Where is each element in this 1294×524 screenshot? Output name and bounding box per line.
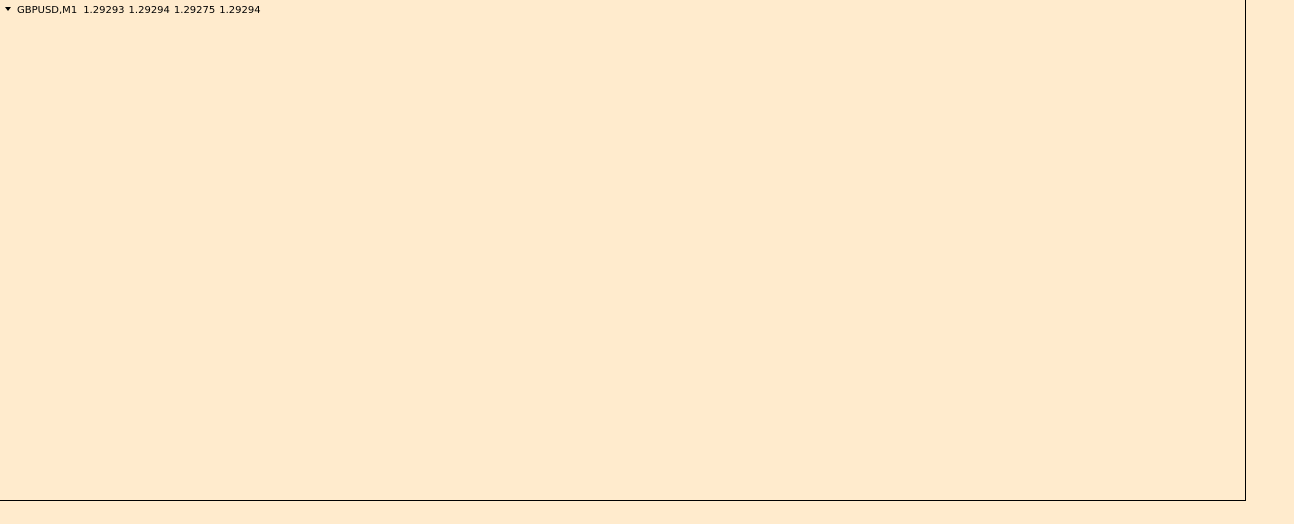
header-value: 1.29275 [174,5,215,16]
axes: GBPUSD,M1 1.29293 1.29294 1.29275 1.29294 [0,0,1246,501]
chart-header: GBPUSD,M1 1.29293 1.29294 1.29275 1.29294 [17,5,261,16]
header-value: 1.29294 [129,5,170,16]
symbol: GBPUSD,M1 [17,5,77,16]
header-value: 1.29293 [83,5,124,16]
header-value: 1.29294 [219,5,260,16]
menu-arrow[interactable] [5,7,11,11]
